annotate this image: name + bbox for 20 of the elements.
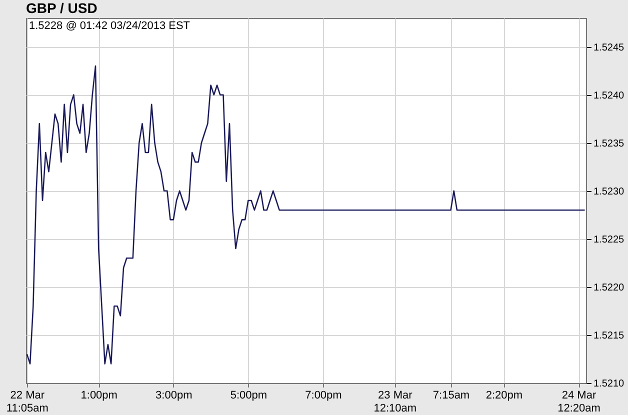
x-tick-label: 5:00pm [230, 390, 268, 402]
annotation: 1.5228 @ 01:42 03/24/2013 EST [29, 20, 190, 32]
x-tick-label: 24 Mar 12:20am [558, 390, 600, 414]
y-tick-label: 1.5235 [594, 138, 625, 150]
x-tick-label: 22 Mar 11:05am [6, 390, 48, 414]
x-tick-label: 3:00pm [156, 390, 192, 402]
y-tick-label: 1.5220 [594, 282, 625, 294]
y-tick-label: 1.5210 [594, 378, 625, 390]
x-tick-label: 7:00pm [305, 390, 342, 402]
x-tick-label: 1:00pm [80, 390, 118, 402]
y-tick-label: 1.5215 [594, 330, 625, 342]
y-tick-label: 1.5230 [594, 186, 625, 198]
line-series [26, 65, 586, 364]
x-tick-label: 7:15am [432, 390, 470, 402]
chart-title: GBP / USD [26, 0, 98, 16]
y-tick-label: 1.5245 [594, 42, 625, 54]
y-tick-label: 1.5225 [594, 234, 625, 246]
x-tick-label: 23 Mar 12:10am [374, 390, 417, 414]
x-tick-label: 2:20pm [486, 390, 523, 402]
y-tick-label: 1.5240 [594, 90, 625, 102]
